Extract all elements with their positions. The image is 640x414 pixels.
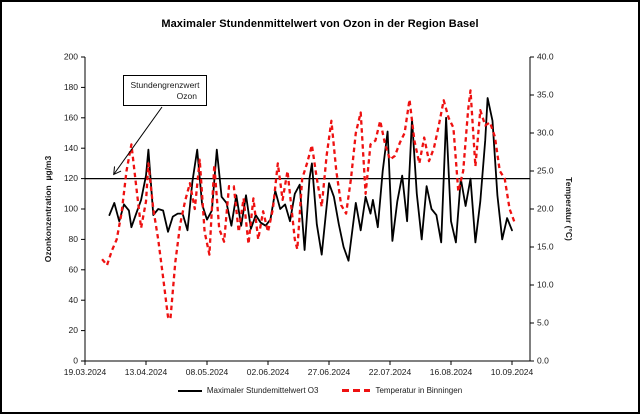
svg-text:20: 20: [69, 325, 79, 335]
legend: Maximaler Stundemittelwert O3 Temperatur…: [2, 386, 638, 395]
svg-text:0: 0: [73, 356, 78, 366]
svg-text:160: 160: [64, 112, 78, 122]
chart-title: Maximaler Stundenmittelwert von Ozon in …: [161, 18, 479, 30]
svg-text:80: 80: [69, 234, 79, 244]
svg-text:140: 140: [64, 143, 78, 153]
svg-text:10.09.2024: 10.09.2024: [491, 367, 534, 377]
legend-item-o3: Maximaler Stundemittelwert O3: [177, 386, 319, 395]
svg-text:02.06.2024: 02.06.2024: [247, 367, 290, 377]
svg-text:Ozonkonzentration µg/m3: Ozonkonzentration µg/m3: [43, 156, 53, 263]
svg-text:100: 100: [64, 204, 78, 214]
svg-text:16.08.2024: 16.08.2024: [430, 367, 473, 377]
svg-text:15.0: 15.0: [537, 242, 554, 252]
svg-text:22.07.2024: 22.07.2024: [369, 367, 412, 377]
svg-text:120: 120: [64, 173, 78, 183]
svg-text:19.03.2024: 19.03.2024: [64, 367, 107, 377]
legend-swatch-temperature-line: [342, 389, 371, 392]
svg-text:60: 60: [69, 264, 79, 274]
svg-text:40.0: 40.0: [537, 52, 554, 62]
svg-text:25.0: 25.0: [537, 166, 554, 176]
svg-text:Temperatur (°C): Temperatur (°C): [564, 177, 574, 241]
legend-swatch-o3-line: [177, 389, 202, 392]
svg-text:20.0: 20.0: [537, 204, 554, 214]
svg-text:5.0: 5.0: [537, 318, 549, 328]
svg-text:0.0: 0.0: [537, 356, 549, 366]
svg-text:10.0: 10.0: [537, 280, 554, 290]
svg-text:35.0: 35.0: [537, 90, 554, 100]
svg-text:40: 40: [69, 295, 79, 305]
legend-label-temperature: Temperatur in Binningen: [375, 386, 463, 395]
svg-text:13.04.2024: 13.04.2024: [125, 367, 168, 377]
limit-annotation-box: Stundengrenzwert Ozon: [123, 75, 207, 106]
legend-item-temperature: Temperatur in Binningen: [342, 386, 462, 395]
limit-annotation-text-line1: Stundengrenzwert: [130, 80, 200, 90]
svg-text:27.06.2024: 27.06.2024: [308, 367, 351, 377]
svg-text:200: 200: [64, 52, 78, 62]
svg-text:08.05.2024: 08.05.2024: [186, 367, 229, 377]
legend-label-o3: Maximaler Stundemittelwert O3: [206, 386, 319, 395]
svg-text:180: 180: [64, 82, 78, 92]
limit-annotation-text-line2: Ozon: [176, 91, 197, 101]
svg-text:30.0: 30.0: [537, 128, 554, 138]
